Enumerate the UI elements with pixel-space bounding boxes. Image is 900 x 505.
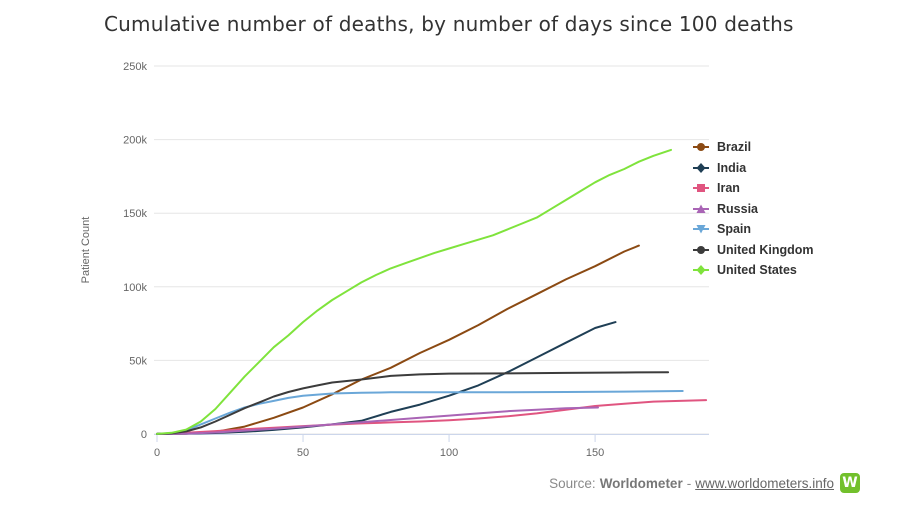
y-tick-label: 250k [123, 61, 147, 73]
axes: 0 50k 100k 150k 200k 250k 0 50 100 150 [123, 61, 709, 459]
series-lines [156, 148, 708, 435]
legend-item-brazil[interactable]: Brazil [693, 137, 814, 158]
x-tick-label: 50 [297, 447, 309, 459]
series-line-brazil[interactable] [156, 244, 640, 435]
legend-item-iran[interactable]: Iran [693, 178, 814, 199]
source-label: Source: [549, 475, 596, 491]
legend-item-united-kingdom[interactable]: United Kingdom [693, 240, 814, 261]
y-axis-label: Patient Count [80, 217, 92, 284]
x-tick-label: 0 [154, 447, 160, 459]
y-tick-label: 150k [123, 208, 147, 220]
legend-label: Brazil [717, 140, 752, 155]
worldometer-logo-icon: W [840, 473, 860, 493]
legend: Brazil India Iran Russia Spain United Kingdom… [693, 137, 814, 281]
series-line-iran[interactable] [156, 399, 708, 435]
legend-label: India [717, 160, 747, 175]
legend-label: Iran [717, 181, 740, 196]
legend-label: United States [717, 263, 797, 278]
legend-item-india[interactable]: India [693, 158, 814, 179]
triangle-down-marker-icon [693, 225, 709, 234]
source-link[interactable]: www.worldometers.info [695, 475, 834, 491]
chart-title: Cumulative number of deaths, by number o… [104, 12, 794, 36]
circle-marker-icon [693, 143, 709, 152]
triangle-marker-icon [693, 204, 709, 213]
series-line-united-kingdom[interactable] [156, 371, 670, 435]
x-tick-label: 100 [440, 447, 458, 459]
source-separator: - [686, 475, 692, 491]
y-tick-label: 0 [141, 429, 147, 441]
legend-label: Russia [717, 201, 758, 216]
y-tick-label: 50k [129, 355, 147, 367]
series-line-russia[interactable] [156, 406, 599, 435]
diamond-marker-icon [693, 265, 709, 276]
legend-label: United Kingdom [717, 242, 814, 257]
legend-item-russia[interactable]: Russia [693, 199, 814, 220]
series-line-spain[interactable] [156, 390, 684, 435]
diamond-marker-icon [693, 162, 709, 173]
y-tick-label: 200k [123, 135, 147, 147]
square-marker-icon [693, 184, 709, 193]
source-credit: Source: Worldometer - www.worldometers.i… [549, 473, 860, 493]
legend-item-united-states[interactable]: United States [693, 260, 814, 281]
legend-item-spain[interactable]: Spain [693, 219, 814, 240]
x-tick-label: 150 [586, 447, 604, 459]
source-name: Worldometer [599, 475, 683, 491]
legend-label: Spain [717, 222, 752, 237]
y-tick-label: 100k [123, 282, 147, 294]
circle-marker-icon [693, 245, 709, 254]
series-line-united-states[interactable] [156, 148, 672, 435]
